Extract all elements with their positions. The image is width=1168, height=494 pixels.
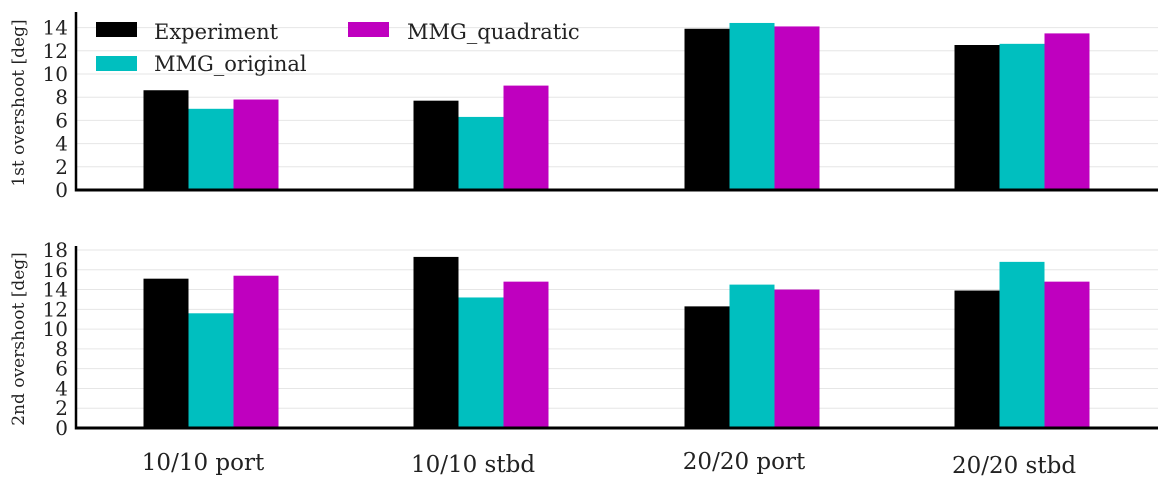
bar-1-MMG_quadratic-10/10 port xyxy=(233,99,279,190)
legend-label-MMG_original: MMG_original xyxy=(154,52,307,76)
x-category-label-1: 10/10 stbd xyxy=(411,452,535,478)
bar-1-Experiment-20/20 port xyxy=(684,28,730,191)
y-tick-label-2-1: 2 xyxy=(55,396,68,420)
bar-2-MMG_quadratic-10/10 stbd xyxy=(503,281,549,428)
legend-label-Experiment: Experiment xyxy=(154,20,279,44)
y-tick-label-1-7: 14 xyxy=(43,16,68,40)
bar-2-MMG_original-20/20 stbd xyxy=(999,261,1045,428)
y-tick-label-2-5: 10 xyxy=(43,317,68,341)
legend-swatch-Experiment xyxy=(96,22,137,37)
y-tick-label-2-8: 16 xyxy=(43,258,68,282)
y-tick-label-2-3: 6 xyxy=(55,357,68,381)
y-axis-label-1: 1st overshoot [deg] xyxy=(9,19,29,186)
y-tick-label-1-0: 0 xyxy=(55,178,68,202)
legend-swatch-MMG_original xyxy=(96,56,137,71)
y-tick-label-1-2: 4 xyxy=(55,132,68,156)
y-tick-label-1-3: 6 xyxy=(55,108,68,132)
x-category-label-0: 10/10 port xyxy=(142,450,265,476)
bar-2-MMG_original-10/10 port xyxy=(188,313,234,428)
bar-2-MMG_quadratic-20/20 stbd xyxy=(1044,281,1090,428)
bar-1-MMG_quadratic-20/20 stbd xyxy=(1044,33,1090,191)
y-tick-label-2-4: 8 xyxy=(55,337,68,361)
bar-1-Experiment-10/10 stbd xyxy=(413,100,459,190)
y-tick-label-2-6: 12 xyxy=(43,297,68,321)
bar-2-Experiment-10/10 port xyxy=(143,278,189,428)
bar-2-Experiment-10/10 stbd xyxy=(413,256,459,428)
bar-2-MMG_original-10/10 stbd xyxy=(458,297,504,428)
bar-2-MMG_quadratic-10/10 port xyxy=(233,275,279,428)
bar-1-MMG_original-10/10 port xyxy=(188,108,234,190)
y-tick-label-1-4: 8 xyxy=(55,85,68,109)
y-tick-label-1-6: 12 xyxy=(43,39,68,63)
bar-1-MMG_original-20/20 port xyxy=(729,22,775,191)
bar-1-MMG_original-20/20 stbd xyxy=(999,43,1045,191)
legend-swatch-MMG_quadratic xyxy=(348,22,389,37)
legend-label-MMG_quadratic: MMG_quadratic xyxy=(407,20,580,44)
y-tick-label-2-9: 18 xyxy=(43,238,68,262)
y-tick-label-1-1: 2 xyxy=(55,155,68,179)
y-axis-label-2: 2nd overshoot [deg] xyxy=(9,252,29,426)
x-category-label-2: 20/20 port xyxy=(683,449,806,475)
bar-2-MMG_original-20/20 port xyxy=(729,284,775,428)
bar-2-Experiment-20/20 port xyxy=(684,306,730,428)
bar-2-MMG_quadratic-20/20 port xyxy=(774,289,820,428)
y-tick-label-1-5: 10 xyxy=(43,62,68,86)
y-tick-label-2-0: 0 xyxy=(55,416,68,440)
bar-1-MMG_quadratic-10/10 stbd xyxy=(503,85,549,190)
y-tick-label-2-7: 14 xyxy=(43,278,68,302)
bar-1-MMG_quadratic-20/20 port xyxy=(774,26,820,190)
bar-1-Experiment-20/20 stbd xyxy=(954,45,1000,190)
bar-2-Experiment-20/20 stbd xyxy=(954,290,1000,428)
y-tick-label-2-2: 4 xyxy=(55,376,68,400)
bar-1-Experiment-10/10 port xyxy=(143,90,189,190)
bar-1-MMG_original-10/10 stbd xyxy=(458,116,504,190)
x-category-label-3: 20/20 stbd xyxy=(952,453,1076,479)
